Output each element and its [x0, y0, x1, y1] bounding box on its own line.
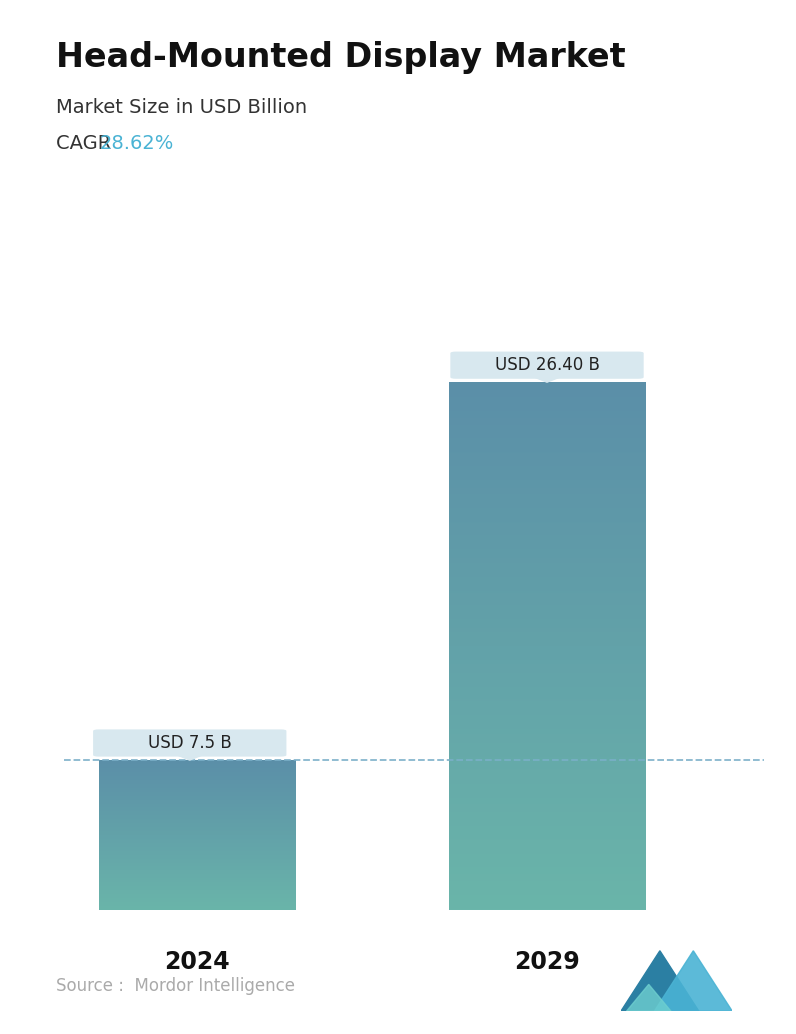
Text: 2024: 2024: [164, 950, 229, 974]
Polygon shape: [654, 951, 732, 1011]
Polygon shape: [534, 377, 560, 383]
Text: Source :  Mordor Intelligence: Source : Mordor Intelligence: [56, 977, 295, 995]
Text: USD 26.40 B: USD 26.40 B: [494, 356, 599, 374]
Text: CAGR: CAGR: [56, 134, 117, 153]
FancyBboxPatch shape: [451, 352, 644, 378]
Polygon shape: [621, 951, 699, 1011]
Text: 2029: 2029: [514, 950, 580, 974]
Text: 28.62%: 28.62%: [100, 134, 174, 153]
Text: Market Size in USD Billion: Market Size in USD Billion: [56, 98, 306, 117]
Polygon shape: [626, 984, 671, 1011]
Text: USD 7.5 B: USD 7.5 B: [148, 734, 232, 752]
Text: Head-Mounted Display Market: Head-Mounted Display Market: [56, 41, 626, 74]
FancyBboxPatch shape: [93, 729, 287, 757]
Polygon shape: [178, 755, 202, 760]
